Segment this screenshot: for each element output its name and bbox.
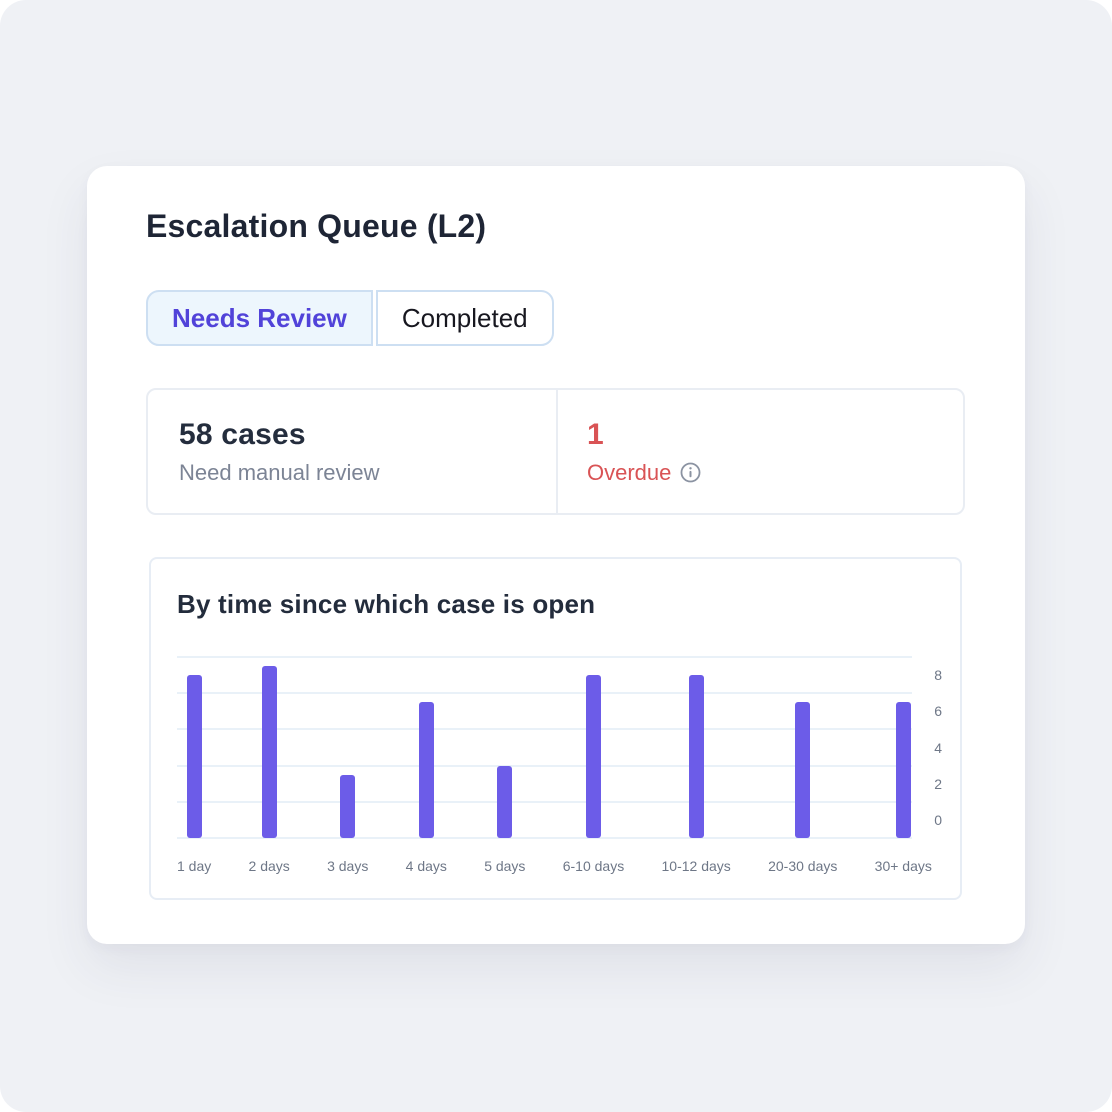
x-axis-label: 30+ days xyxy=(874,858,932,874)
bar-column: 6-10 days xyxy=(563,657,624,874)
bar-3-days[interactable] xyxy=(340,774,356,838)
y-axis-label: 8 xyxy=(934,667,942,684)
bar-track xyxy=(688,657,704,838)
bar-column: 2 days xyxy=(249,657,290,874)
y-axis-label: 0 xyxy=(934,811,942,828)
bar-track xyxy=(340,657,356,838)
bar-track xyxy=(186,657,202,838)
x-axis-label: 4 days xyxy=(405,858,447,874)
x-axis-label: 1 day xyxy=(177,858,212,874)
bar-column: 3 days xyxy=(327,657,368,874)
bar-column: 4 days xyxy=(406,657,447,874)
x-axis-label: 20-30 days xyxy=(768,858,838,874)
stat-overdue: 1 Overdue xyxy=(558,390,963,513)
x-axis-label: 6-10 days xyxy=(562,858,625,874)
bar-track xyxy=(795,657,811,838)
bars-row: 1 day 2 days 3 days 4 days 5 days 6-10 days 10… xyxy=(177,657,932,874)
bar-10-12-days[interactable] xyxy=(688,675,704,838)
x-axis-label: 5 days xyxy=(484,858,526,874)
tab-needs-review[interactable]: Needs Review xyxy=(146,290,373,346)
bar-5-days[interactable] xyxy=(497,765,513,838)
chart-title: By time since which case is open xyxy=(177,589,596,619)
page-title: Escalation Queue (L2) xyxy=(146,208,487,244)
bar-track xyxy=(418,657,434,838)
info-circle-icon[interactable] xyxy=(680,462,701,483)
bar-track xyxy=(895,657,911,838)
y-axis-label: 2 xyxy=(934,775,942,792)
cases-label: Need manual review xyxy=(179,459,380,485)
bar-track xyxy=(585,657,601,838)
bar-column: 5 days xyxy=(484,657,525,874)
bar-1-day[interactable] xyxy=(186,675,202,838)
overdue-label: Overdue xyxy=(587,459,672,485)
bar-20-30-days[interactable] xyxy=(795,702,811,838)
gridline xyxy=(177,728,912,731)
bar-6-10-days[interactable] xyxy=(585,675,601,838)
y-axis-label: 4 xyxy=(934,739,942,756)
bar-chart: 8 6 4 2 0 1 day 2 days 3 days 4 days 5 days 6-10 … xyxy=(177,656,942,874)
bar-2-days[interactable] xyxy=(261,666,277,838)
bar-track xyxy=(497,657,513,838)
bar-4-days[interactable] xyxy=(418,702,434,838)
y-axis-label: 6 xyxy=(934,703,942,720)
gridline xyxy=(177,764,912,767)
escalation-queue-card: Escalation Queue (L2) Needs Review Compl… xyxy=(87,166,1025,944)
tab-group: Needs Review Completed xyxy=(146,290,965,346)
x-axis-label: 10-12 days xyxy=(661,858,731,874)
gridline xyxy=(177,692,912,695)
overdue-count: 1 xyxy=(587,417,604,451)
x-axis-label: 3 days xyxy=(327,858,369,874)
bar-column: 1 day xyxy=(177,657,211,874)
stats-panel: 58 cases Need manual review 1 Overdue xyxy=(146,388,965,515)
bar-track xyxy=(261,657,277,838)
chart-card: By time since which case is open 8 6 4 2 0 1… xyxy=(149,557,962,900)
bar-column: 10-12 days xyxy=(662,657,731,874)
x-axis-label: 2 days xyxy=(248,858,290,874)
bar-column: 30+ days xyxy=(875,657,932,874)
gridline xyxy=(177,837,912,839)
bar-column: 20-30 days xyxy=(768,657,837,874)
gridline xyxy=(177,656,912,658)
tab-completed[interactable]: Completed xyxy=(375,290,554,346)
bar-30-days[interactable] xyxy=(895,702,911,838)
stat-cases: 58 cases Need manual review xyxy=(148,390,558,513)
gridline xyxy=(177,800,912,803)
cases-count: 58 cases xyxy=(179,417,306,451)
